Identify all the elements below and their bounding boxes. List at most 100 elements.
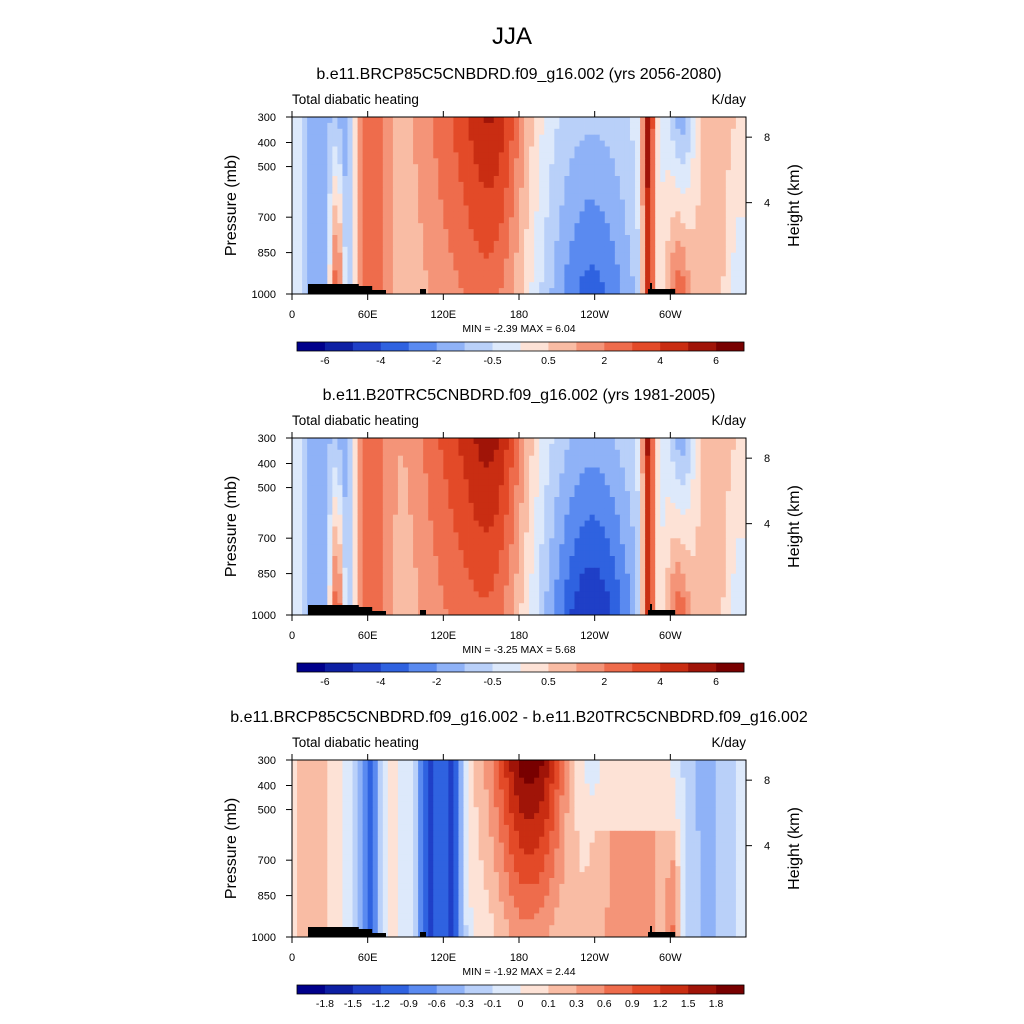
heatmap-cell — [609, 181, 616, 189]
heatmap-cell — [372, 235, 379, 242]
heatmap-cell — [473, 438, 480, 445]
heatmap-cell — [327, 199, 333, 206]
heatmap-cell — [524, 438, 530, 445]
heatmap-cell — [367, 550, 374, 557]
heatmap-cell — [428, 152, 434, 159]
heatmap-cell — [619, 211, 626, 218]
heatmap-cell — [397, 485, 404, 492]
heatmap-cell — [408, 211, 414, 218]
heatmap-cell — [352, 223, 358, 230]
heatmap-cell — [488, 550, 495, 557]
heatmap-cell — [645, 556, 651, 563]
heatmap-cell — [619, 544, 626, 551]
heatmap-cell — [574, 158, 580, 165]
heatmap-cell — [529, 170, 535, 177]
heatmap-cell — [629, 187, 636, 195]
heatmap-cell — [700, 229, 707, 236]
heatmap-cell — [382, 561, 389, 569]
heatmap-cell — [448, 140, 454, 147]
heatmap-cell — [584, 140, 591, 147]
heatmap-cell — [292, 532, 298, 539]
heatmap-cell — [609, 134, 616, 141]
heatmap-cell — [735, 282, 742, 289]
heatmap-cell — [715, 199, 722, 206]
heatmap-cell — [438, 544, 444, 551]
heatmap-cell — [655, 544, 661, 551]
heatmap-cell — [347, 158, 353, 165]
heatmap-cell — [418, 117, 424, 124]
heatmap-cell — [604, 134, 611, 141]
heatmap-cell — [357, 193, 364, 200]
heatmap-cell — [352, 473, 358, 480]
heatmap-cell — [564, 258, 570, 265]
heatmap-cell — [670, 152, 676, 159]
heatmap-cell — [428, 550, 434, 557]
heatmap-cell — [705, 140, 712, 147]
heatmap-cell — [448, 479, 454, 486]
heatmap-cell — [529, 187, 535, 195]
heatmap-cell — [342, 270, 348, 277]
heatmap-cell — [513, 164, 520, 171]
heatmap-cell — [322, 573, 328, 580]
heatmap-cell — [720, 461, 727, 468]
heatmap-cell — [413, 211, 419, 218]
heatmap-cell — [337, 508, 343, 516]
terrain-mask — [308, 283, 676, 294]
heatmap-cell — [312, 134, 318, 141]
heatmap-cell — [392, 128, 399, 136]
heatmap-cell — [498, 520, 505, 527]
heatmap-cell — [438, 164, 444, 171]
heatmap-cell — [483, 223, 490, 230]
heatmap-cell — [650, 532, 656, 539]
heatmap-cell — [367, 252, 374, 259]
heatmap-cell — [332, 438, 338, 445]
heatmap-cell — [423, 550, 429, 557]
heatmap-cell — [650, 508, 656, 516]
heatmap-cell — [670, 438, 676, 445]
heatmap-cell — [392, 550, 399, 557]
heatmap-cell — [519, 140, 525, 147]
heatmap-cell — [705, 455, 712, 462]
heatmap-cell — [468, 134, 474, 141]
heatmap-cell — [604, 246, 611, 254]
heatmap-cell — [508, 240, 515, 248]
heatmap-cell — [629, 276, 636, 283]
heatmap-cell — [428, 443, 434, 451]
heatmap-cell — [544, 176, 550, 183]
heatmap-cell — [725, 199, 732, 206]
heatmap-cell — [730, 211, 737, 218]
heatmap-cell — [635, 455, 641, 462]
heatmap-cell — [534, 455, 540, 462]
heatmap-cell — [645, 491, 651, 498]
heatmap-cell — [604, 520, 611, 527]
heatmap-cell — [584, 223, 591, 230]
heatmap-cell — [740, 497, 747, 504]
heatmap-cell — [402, 461, 409, 468]
heatmap-cell — [508, 467, 515, 474]
heatmap-cell — [428, 134, 434, 141]
heatmap-cell — [352, 117, 358, 124]
heatmap-cell — [292, 473, 298, 480]
heatmap-cell — [640, 152, 646, 159]
heatmap-cell — [670, 176, 676, 183]
heatmap-cell — [392, 187, 399, 195]
heatmap-cell — [478, 140, 485, 147]
heatmap-cell — [564, 252, 570, 259]
heatmap-cell — [635, 258, 641, 265]
chart-panel-2: b.e11.B20TRC5CNBDRD.f09_g16.002 (yrs 198… — [223, 387, 803, 688]
heatmap-cell — [665, 514, 671, 521]
heatmap-cell — [710, 561, 717, 569]
heatmap-cell — [448, 491, 454, 498]
heatmap-cell — [614, 276, 621, 283]
heatmap-cell — [372, 152, 379, 159]
heatmap-cell — [670, 526, 676, 533]
heatmap-cell — [554, 276, 560, 283]
heatmap-cell — [660, 567, 666, 575]
heatmap-cell — [423, 455, 429, 462]
heatmap-cell — [635, 526, 641, 533]
heatmap-cell — [453, 556, 459, 563]
heatmap-cell — [655, 455, 661, 462]
heatmap-cell — [554, 258, 560, 265]
heatmap-cell — [413, 164, 419, 171]
heatmap-cell — [377, 502, 384, 510]
